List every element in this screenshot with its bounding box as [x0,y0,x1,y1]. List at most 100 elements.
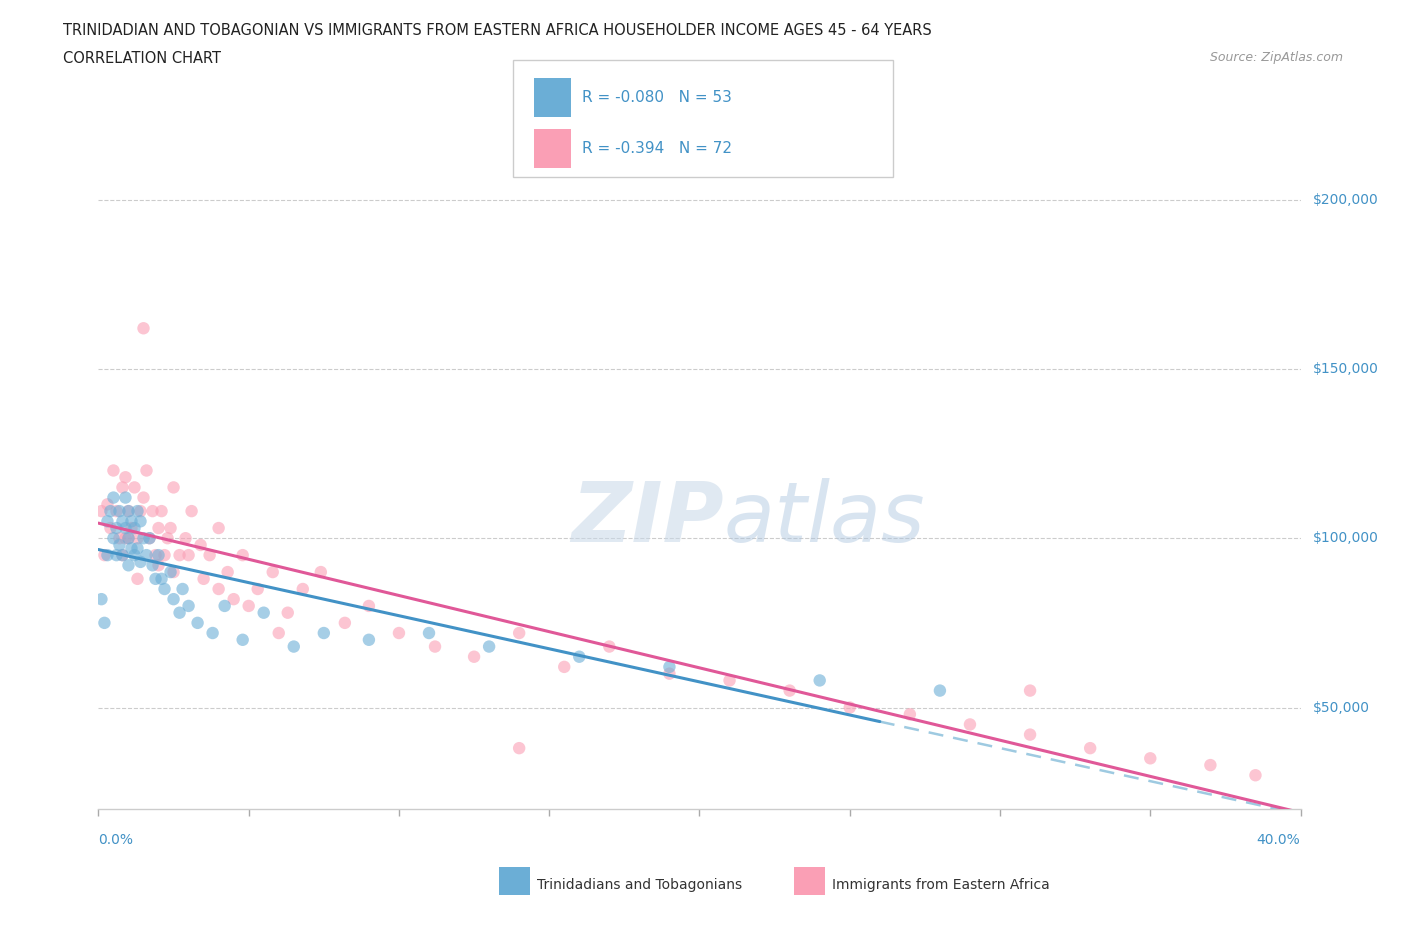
Point [124,480,146,495]
Point [169,548,191,563]
Text: Source: ZipAtlas.com: Source: ZipAtlas.com [1209,51,1343,64]
Point [208,581,231,596]
Point [333,616,356,631]
Text: $150,000: $150,000 [1313,362,1378,376]
Point [153,548,176,563]
Point [96,514,118,529]
Point [127,541,149,556]
Point [929,684,952,698]
Point [114,531,136,546]
Point [267,626,290,641]
Point [111,514,134,529]
Text: R = -0.080   N = 53: R = -0.080 N = 53 [582,89,733,105]
Point [114,490,136,505]
Point [100,504,122,519]
Point [117,531,139,546]
Point [959,717,981,732]
Point [172,581,194,596]
Point [232,548,254,563]
Point [138,531,160,546]
Point [135,463,157,478]
Point [129,514,152,529]
Text: R = -0.394   N = 72: R = -0.394 N = 72 [582,141,733,156]
Point [105,548,128,563]
Point [169,605,191,620]
Text: atlas: atlas [724,478,925,559]
Point [145,548,167,563]
Point [96,548,118,563]
Point [124,521,146,536]
Point [141,558,163,573]
Point [180,504,202,519]
Point [508,626,530,641]
Point [103,463,125,478]
Point [779,684,801,698]
Point [418,626,440,641]
Point [127,504,149,519]
Point [177,599,200,614]
Point [90,504,112,519]
Point [357,599,380,614]
Point [291,581,314,596]
Text: $50,000: $50,000 [1313,700,1369,714]
Point [117,531,139,546]
Point [568,649,591,664]
Point [198,548,221,563]
Point [103,490,125,505]
Point [127,571,149,586]
Text: CORRELATION CHART: CORRELATION CHART [63,51,221,66]
Point [148,558,170,573]
Point [177,548,200,563]
Point [121,514,143,529]
Point [90,591,112,606]
Point [598,639,620,654]
Point [132,321,155,336]
Point [159,521,181,536]
Point [153,581,176,596]
Text: $200,000: $200,000 [1313,193,1378,206]
Point [148,548,170,563]
Point [124,548,146,563]
Point [162,480,184,495]
Text: ZIP: ZIP [571,478,724,559]
Point [357,632,380,647]
Point [246,581,269,596]
Point [100,521,122,536]
Point [283,639,305,654]
Point [162,591,184,606]
Point [423,639,446,654]
Point [105,521,128,536]
Point [111,548,134,563]
Point [93,548,115,563]
Point [129,504,152,519]
Point [478,639,501,654]
Point [96,497,118,512]
Point [190,538,212,552]
Point [117,558,139,573]
Point [238,599,260,614]
Point [388,626,411,641]
Point [121,541,143,556]
Point [93,616,115,631]
Point [1078,740,1101,755]
Point [117,504,139,519]
Point [1139,751,1161,765]
Point [156,531,179,546]
Point [162,565,184,579]
Point [222,591,245,606]
Point [132,490,155,505]
Text: TRINIDADIAN AND TOBAGONIAN VS IMMIGRANTS FROM EASTERN AFRICA HOUSEHOLDER INCOME : TRINIDADIAN AND TOBAGONIAN VS IMMIGRANTS… [63,23,932,38]
Point [121,521,143,536]
Point [111,548,134,563]
Point [553,659,575,674]
Point [217,565,239,579]
Point [232,632,254,647]
Point [658,659,681,674]
Point [187,616,209,631]
Point [838,700,860,715]
Point [214,599,236,614]
Point [103,531,125,546]
Point [150,504,173,519]
Text: Immigrants from Eastern Africa: Immigrants from Eastern Africa [832,878,1050,893]
Point [174,531,197,546]
